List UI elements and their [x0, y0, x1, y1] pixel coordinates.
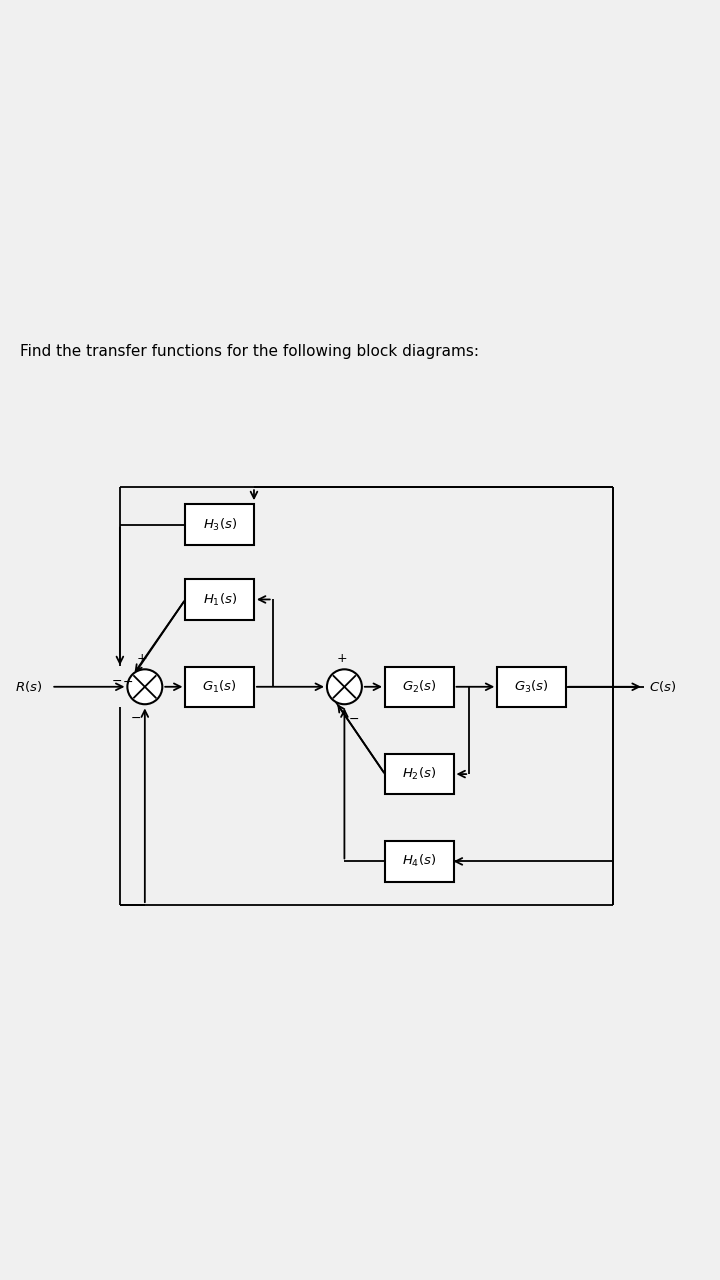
Circle shape — [327, 669, 362, 704]
Text: $-$: $-$ — [130, 710, 141, 723]
Bar — [185, 667, 254, 707]
Text: $G_3(s)$: $G_3(s)$ — [514, 678, 549, 695]
Text: $R(s)$: $R(s)$ — [14, 680, 42, 694]
Text: Find the transfer functions for the following block diagrams:: Find the transfer functions for the foll… — [20, 344, 479, 358]
Bar — [185, 579, 254, 620]
Text: $H_1(s)$: $H_1(s)$ — [202, 591, 237, 608]
Text: $+$: $+$ — [336, 652, 347, 664]
Text: $C(s)$: $C(s)$ — [649, 680, 676, 694]
Text: $G_2(s)$: $G_2(s)$ — [402, 678, 436, 695]
Text: $H_4(s)$: $H_4(s)$ — [402, 854, 436, 869]
Text: $+$: $+$ — [136, 652, 148, 664]
Circle shape — [127, 669, 162, 704]
Bar — [385, 841, 454, 882]
Text: $-$: $-$ — [112, 675, 122, 687]
Text: $-$: $-$ — [348, 712, 359, 724]
Text: $H_3(s)$: $H_3(s)$ — [202, 517, 237, 532]
Bar — [385, 667, 454, 707]
Bar — [498, 667, 566, 707]
Bar — [385, 754, 454, 795]
Text: $H_2(s)$: $H_2(s)$ — [402, 765, 436, 782]
Bar — [185, 504, 254, 545]
Text: $G_1(s)$: $G_1(s)$ — [202, 678, 237, 695]
Text: $-$: $-$ — [122, 675, 133, 689]
